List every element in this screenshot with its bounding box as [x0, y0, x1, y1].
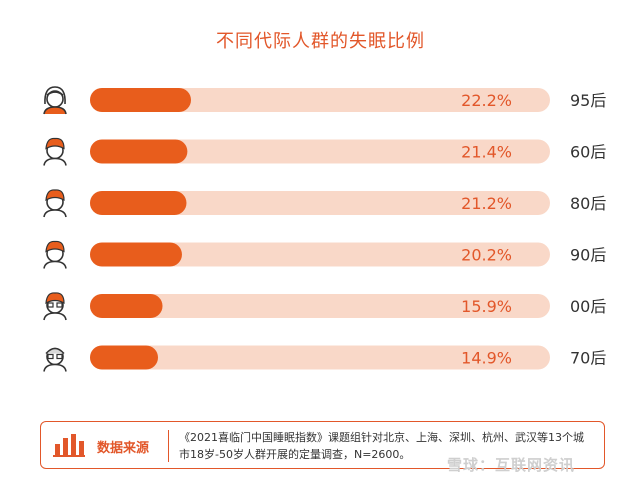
- bar-90后: [90, 242, 182, 267]
- bar-70后: [90, 345, 158, 370]
- bar-chart-icon: [53, 434, 85, 457]
- category-label: 00后: [570, 297, 606, 316]
- bar-track: [90, 191, 550, 215]
- bar-track: [90, 139, 550, 164]
- elder-avatar-icon: [43, 347, 67, 372]
- bar-60后: [90, 139, 188, 164]
- value-label: 15.9%: [461, 297, 512, 316]
- bar-00后: [90, 294, 163, 318]
- category-label: 90后: [570, 246, 606, 265]
- value-label: 20.2%: [461, 246, 512, 265]
- category-label: 70后: [570, 349, 606, 368]
- female-avatar-icon: [43, 86, 67, 115]
- watermark: 雪球：互联网资讯: [447, 456, 576, 474]
- source-box: 数据来源 《2021喜临门中国睡眠指数》课题组针对北京、上海、深圳、杭州、武汉等…: [40, 421, 605, 469]
- value-label: 14.9%: [461, 349, 512, 368]
- category-label: 95后: [570, 91, 606, 110]
- bar-chart: 22.2% 95后 21.4% 60后 21.2% 80后 20.2% 90后 15.9% 00后…: [43, 86, 606, 372]
- male-avatar-icon: [43, 189, 67, 218]
- bar-track: [90, 242, 550, 267]
- source-label: 数据来源: [97, 441, 150, 456]
- value-label: 22.2%: [461, 91, 512, 110]
- bar-track: [90, 88, 550, 112]
- value-label: 21.4%: [461, 143, 512, 162]
- bar-track: [90, 345, 550, 370]
- male-avatar-icon: [43, 137, 67, 166]
- value-label: 21.2%: [461, 194, 512, 213]
- category-label: 60后: [570, 143, 606, 162]
- bar-80后: [90, 191, 187, 215]
- glasses-avatar-icon: [43, 292, 67, 321]
- category-label: 80后: [570, 194, 606, 213]
- bar-track: [90, 294, 550, 318]
- chart-title: 不同代际人群的失眠比例: [216, 31, 425, 52]
- source-divider: [168, 430, 169, 462]
- bar-95后: [90, 88, 191, 112]
- source-text: 《2021喜临门中国睡眠指数》课题组针对北京、上海、深圳、杭州、武汉等13个城市…: [179, 431, 584, 461]
- male-avatar-icon: [43, 240, 67, 269]
